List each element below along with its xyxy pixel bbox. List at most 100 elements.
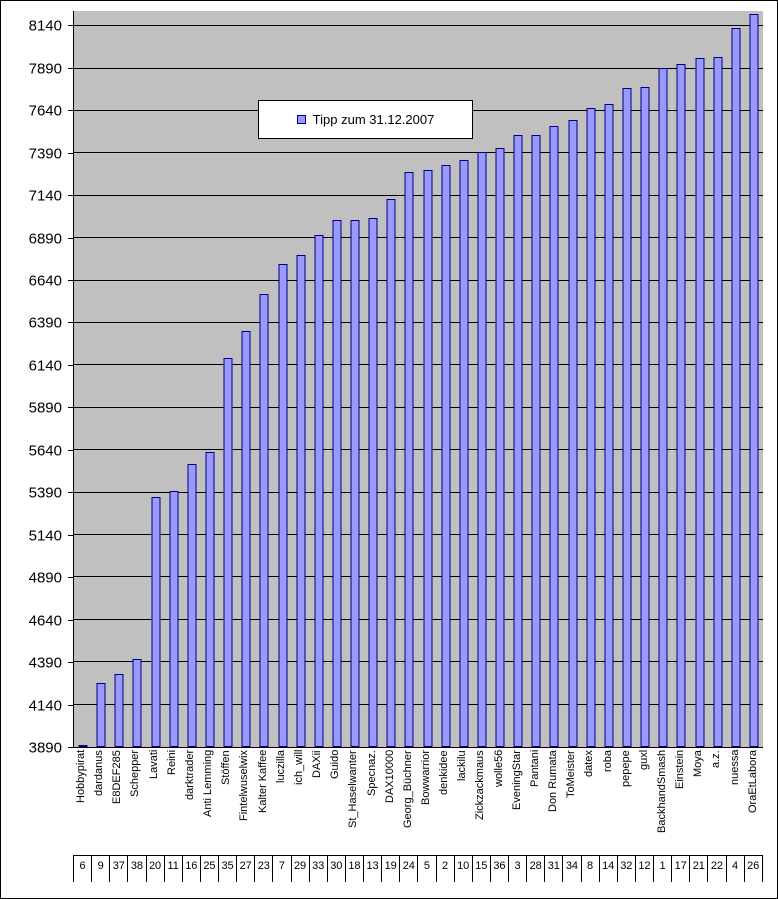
x-category-label: pepepe	[619, 750, 632, 787]
bar	[459, 160, 469, 747]
x-axis-rank-row: 6 9 37 38 20 11 16 25 35 27 23 7 29 33 30 18 13 19 24 5 2 10 1…	[73, 855, 763, 882]
bar-column	[292, 11, 310, 747]
x-label-cell: St_Haselwanter	[345, 750, 363, 854]
rank-number-cell: 30	[328, 856, 346, 882]
bar	[296, 255, 306, 747]
gridline	[74, 534, 763, 536]
rank-number-cell: 20	[147, 856, 165, 882]
x-label-cell: OraEtLabora	[745, 750, 763, 854]
bar-column	[201, 11, 219, 747]
legend-label: Tipp zum 31.12.2007	[312, 112, 435, 127]
rank-number-cell: 13	[364, 856, 383, 882]
gridline	[74, 449, 763, 451]
x-label-cell: Zickzackmaus	[472, 750, 490, 854]
bar	[495, 148, 505, 747]
y-tick-mark	[68, 364, 73, 366]
bar-column	[618, 11, 636, 747]
bar	[350, 219, 360, 747]
x-category-label: Bowwarrior	[419, 750, 432, 806]
rank-number-cell: 14	[600, 856, 618, 882]
bar-column	[600, 11, 618, 747]
x-category-label: ich_will	[292, 750, 305, 786]
x-category-label: OraEtLabora	[746, 750, 759, 813]
x-category-label: ToMeister	[565, 750, 578, 798]
bar-column	[310, 11, 328, 747]
rank-number-cell: 11	[165, 856, 183, 882]
bar-column	[654, 11, 672, 747]
x-category-label: nuessa	[728, 750, 741, 786]
y-tick-mark	[68, 25, 73, 27]
y-tick-mark	[68, 322, 73, 324]
bar	[441, 165, 451, 747]
rank-number-cell: 8	[582, 856, 600, 882]
y-tick-mark	[68, 280, 73, 282]
x-category-label: Moya	[692, 750, 705, 777]
rank-number-cell: 33	[310, 856, 328, 882]
x-label-cell: darktrader	[182, 750, 200, 854]
gridline	[74, 491, 763, 493]
gridline	[74, 322, 763, 324]
bar-column	[273, 11, 291, 747]
gridline	[74, 618, 763, 620]
plot-area	[73, 11, 763, 748]
x-category-label: Reini	[165, 750, 178, 776]
bar-column	[690, 11, 708, 747]
x-label-cell: Reini	[164, 750, 182, 854]
bar-column	[509, 11, 527, 747]
x-category-label: DAXii	[311, 750, 324, 778]
y-tick-mark	[68, 110, 73, 112]
y-tick-label: 6890	[28, 230, 62, 248]
y-tick-label: 7640	[28, 102, 62, 120]
x-category-label: BackhandSmash	[656, 750, 668, 834]
gridline	[74, 703, 763, 705]
rank-number-cell: 22	[708, 856, 727, 882]
bar	[568, 119, 578, 747]
y-tick-label: 4890	[28, 569, 62, 587]
bar-column	[582, 11, 600, 747]
rank-number-cell: 23	[255, 856, 274, 882]
bar	[187, 463, 197, 747]
bar-column	[709, 11, 727, 747]
x-label-cell: pepepe	[618, 750, 636, 854]
rank-number-cell: 5	[418, 856, 437, 882]
bar-column	[473, 11, 491, 747]
y-tick-mark	[68, 492, 73, 494]
bar	[604, 104, 614, 747]
y-tick-label: 6140	[28, 357, 62, 375]
rank-number-cell: 31	[545, 856, 564, 882]
x-label-cell: Guido	[327, 750, 345, 854]
bar	[151, 496, 161, 747]
bar	[423, 169, 433, 747]
rank-number-cell: 7	[273, 856, 292, 882]
bar-column	[727, 11, 745, 747]
x-label-cell: E8DEF285	[109, 750, 127, 854]
x-label-cell: Moya	[690, 750, 708, 854]
y-tick-mark	[68, 704, 73, 706]
y-tick-label: 4390	[28, 654, 62, 672]
x-label-cell: Schepper	[127, 750, 145, 854]
x-category-label: Pantani	[528, 750, 541, 788]
rank-number-cell: 4	[727, 856, 745, 882]
x-label-cell: DAX10000	[382, 750, 400, 854]
y-tick-mark	[68, 237, 73, 239]
bar-column	[128, 11, 146, 747]
rank-number-cell: 1	[654, 856, 673, 882]
bar	[78, 745, 88, 747]
bar	[622, 88, 632, 747]
bar	[96, 683, 106, 747]
rank-number-cell: 28	[527, 856, 546, 882]
x-category-label: denkidee	[438, 750, 451, 795]
x-label-cell: Specnaz.	[364, 750, 382, 854]
bar	[658, 67, 668, 747]
bar-column	[400, 11, 418, 747]
y-tick-label: 7890	[28, 60, 62, 78]
x-label-cell: Lavati	[146, 750, 164, 854]
x-category-label: E8DEF285	[111, 750, 124, 804]
x-category-label: Einstein	[674, 750, 687, 790]
bar	[640, 87, 650, 747]
x-label-cell: Hobbypirat	[73, 750, 91, 854]
x-category-label: Don Rumata	[547, 750, 560, 812]
x-axis-category-labels: Hobbypirat dardanus E8DEF285 Schepper Lavati…	[73, 750, 763, 854]
x-category-label: Zickzackmaus	[474, 750, 487, 820]
bar-column	[183, 11, 201, 747]
